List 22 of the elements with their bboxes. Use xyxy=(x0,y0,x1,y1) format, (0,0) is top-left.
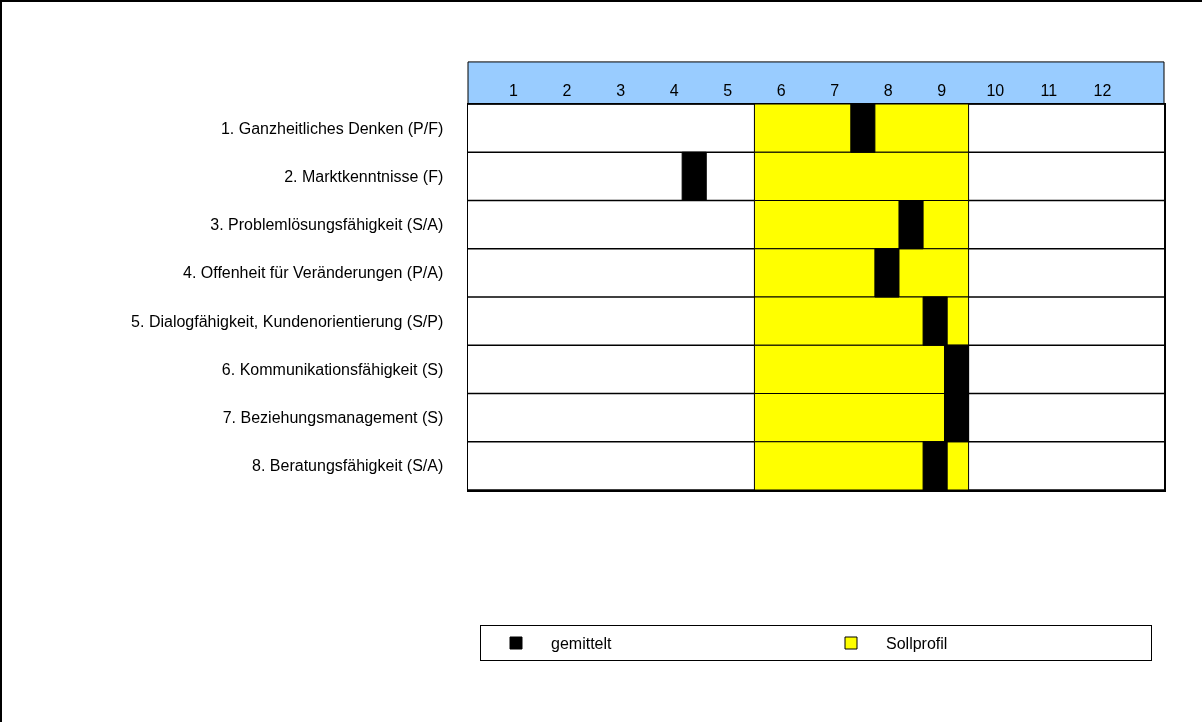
y-tick-label: 5. Dialogfähigkeit, Kundenorientierung (S/P) xyxy=(131,312,444,330)
x-tick-label: 12 xyxy=(1093,82,1112,100)
y-tick-label: 2. Marktkenntnisse (F) xyxy=(284,167,444,185)
x-tick-label: 1 xyxy=(509,82,519,100)
x-tick-label: 4 xyxy=(669,82,679,100)
x-tick-label: 11 xyxy=(1040,82,1058,100)
x-tick-label: 5 xyxy=(723,82,733,100)
x-tick-label: 2 xyxy=(562,82,572,100)
y-tick-label: 6. Kommunikationsfähigkeit (S) xyxy=(221,360,444,378)
legend-label: Sollprofil xyxy=(886,635,948,653)
legend-label: gemittelt xyxy=(551,635,613,653)
y-tick-label: 1. Ganzheitliches Denken (P/F) xyxy=(220,119,444,137)
x-tick-label: 10 xyxy=(986,82,1005,100)
x-tick-label: 8 xyxy=(883,82,893,100)
x-tick-label: 9 xyxy=(937,82,947,100)
y-tick-label: 7. Beziehungsmanagement (S) xyxy=(222,409,444,427)
x-tick-label: 7 xyxy=(830,82,840,100)
x-tick-label: 6 xyxy=(776,82,786,100)
y-tick-label: 8. Beratungsfähigkeit (S/A) xyxy=(252,457,444,475)
y-tick-label: 3. Problemlösungsfähigkeit (S/A) xyxy=(210,216,444,234)
y-tick-label: 4. Offenheit für Veränderungen (P/A) xyxy=(182,264,444,282)
x-tick-label: 3 xyxy=(616,82,626,100)
